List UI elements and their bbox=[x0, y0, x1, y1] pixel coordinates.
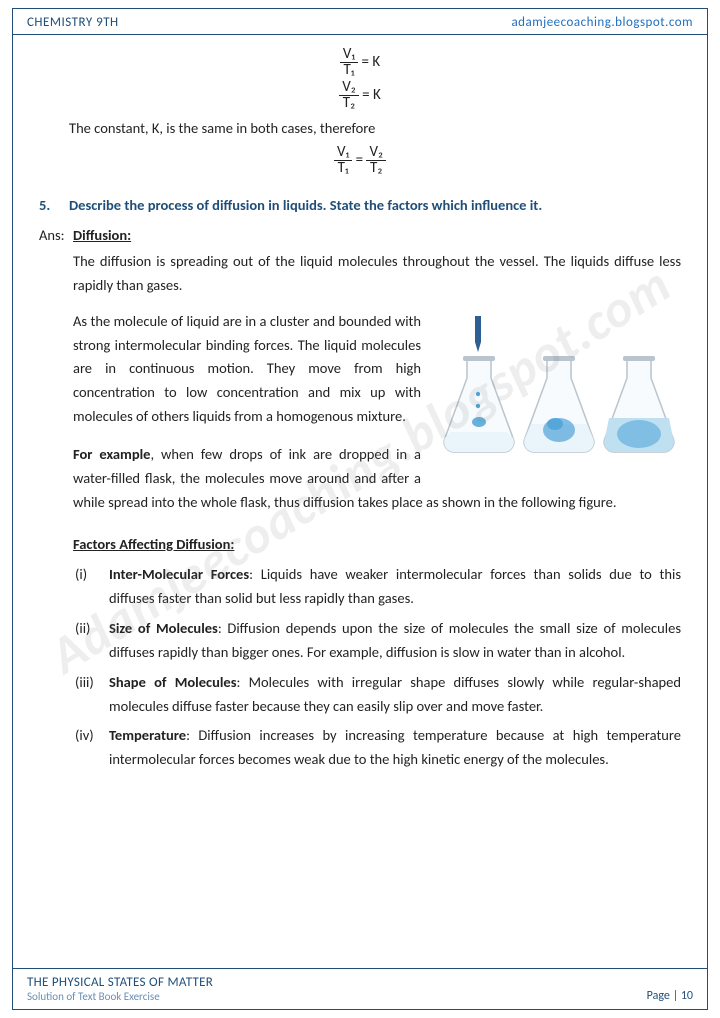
question-number: 5. bbox=[39, 194, 69, 218]
flask-2-icon bbox=[524, 356, 594, 452]
factor-text: Inter-Molecular Forces: Liquids have wea… bbox=[109, 563, 681, 611]
answer-wrap-block: As the molecule of liquid are in a clust… bbox=[73, 308, 681, 515]
flasks-figure bbox=[431, 314, 681, 482]
equation-3: V₁T₁ = V₂T₂ bbox=[39, 145, 681, 176]
answer-body: Diffusion: The diffusion is spreading ou… bbox=[73, 224, 681, 772]
factor-num: (iv) bbox=[73, 724, 109, 772]
footer-left: THE PHYSICAL STATES OF MATTER Solution o… bbox=[27, 975, 213, 1003]
diffusion-heading: Diffusion: bbox=[73, 224, 681, 248]
factor-row: (i) Inter-Molecular Forces: Liquids have… bbox=[73, 563, 681, 611]
page-number: 10 bbox=[681, 989, 693, 1003]
flasks-svg bbox=[431, 314, 681, 482]
factor-row: (ii) Size of Molecules: Diffusion depend… bbox=[73, 617, 681, 665]
factor-row: (iii) Shape of Molecules: Molecules with… bbox=[73, 671, 681, 719]
equation-2: V₂T₂ = K bbox=[39, 80, 681, 111]
page-footer: THE PHYSICAL STATES OF MATTER Solution o… bbox=[13, 968, 707, 1009]
page-content: V₁T₁ = K V₂T₂ = K The constant, K, is th… bbox=[13, 35, 707, 772]
factor-num: (i) bbox=[73, 563, 109, 611]
factor-text: Shape of Molecules: Molecules with irreg… bbox=[109, 671, 681, 719]
equation-1: V₁T₁ = K bbox=[39, 47, 681, 78]
question-row: 5. Describe the process of diffusion in … bbox=[39, 194, 681, 218]
factors-heading: Factors Affecting Diffusion: bbox=[73, 533, 681, 557]
page-frame: Adamjeecoaching.blogspot.com CHEMISTRY 9… bbox=[12, 8, 708, 1010]
dropper-icon bbox=[475, 316, 481, 352]
answer-label: Ans: bbox=[39, 224, 73, 772]
factors-list: (i) Inter-Molecular Forces: Liquids have… bbox=[73, 563, 681, 772]
footer-title: THE PHYSICAL STATES OF MATTER bbox=[27, 975, 213, 990]
answer-para-1: The diffusion is spreading out of the li… bbox=[73, 250, 681, 298]
footer-page: Page | 10 bbox=[647, 989, 693, 1003]
equation-intro: The constant, K, is the same in both cas… bbox=[69, 117, 681, 141]
footer-subtitle: Solution of Text Book Exercise bbox=[27, 990, 213, 1003]
question-text: Describe the process of diffusion in liq… bbox=[69, 194, 542, 218]
example-lead: For example bbox=[73, 445, 150, 463]
page-label: Page | bbox=[647, 989, 681, 1003]
flask-3-icon bbox=[604, 356, 674, 452]
factor-num: (ii) bbox=[73, 617, 109, 665]
header-left: CHEMISTRY 9TH bbox=[27, 15, 119, 30]
factor-text: Size of Molecules: Diffusion depends upo… bbox=[109, 617, 681, 665]
page-header: CHEMISTRY 9TH adamjeecoaching.blogspot.c… bbox=[13, 9, 707, 35]
flask-1-icon bbox=[444, 356, 514, 452]
answer-row: Ans: Diffusion: The diffusion is spreadi… bbox=[39, 224, 681, 772]
factor-row: (iv) Temperature: Diffusion increases by… bbox=[73, 724, 681, 772]
header-right: adamjeecoaching.blogspot.com bbox=[511, 15, 693, 30]
factor-text: Temperature: Diffusion increases by incr… bbox=[109, 724, 681, 772]
factor-num: (iii) bbox=[73, 671, 109, 719]
